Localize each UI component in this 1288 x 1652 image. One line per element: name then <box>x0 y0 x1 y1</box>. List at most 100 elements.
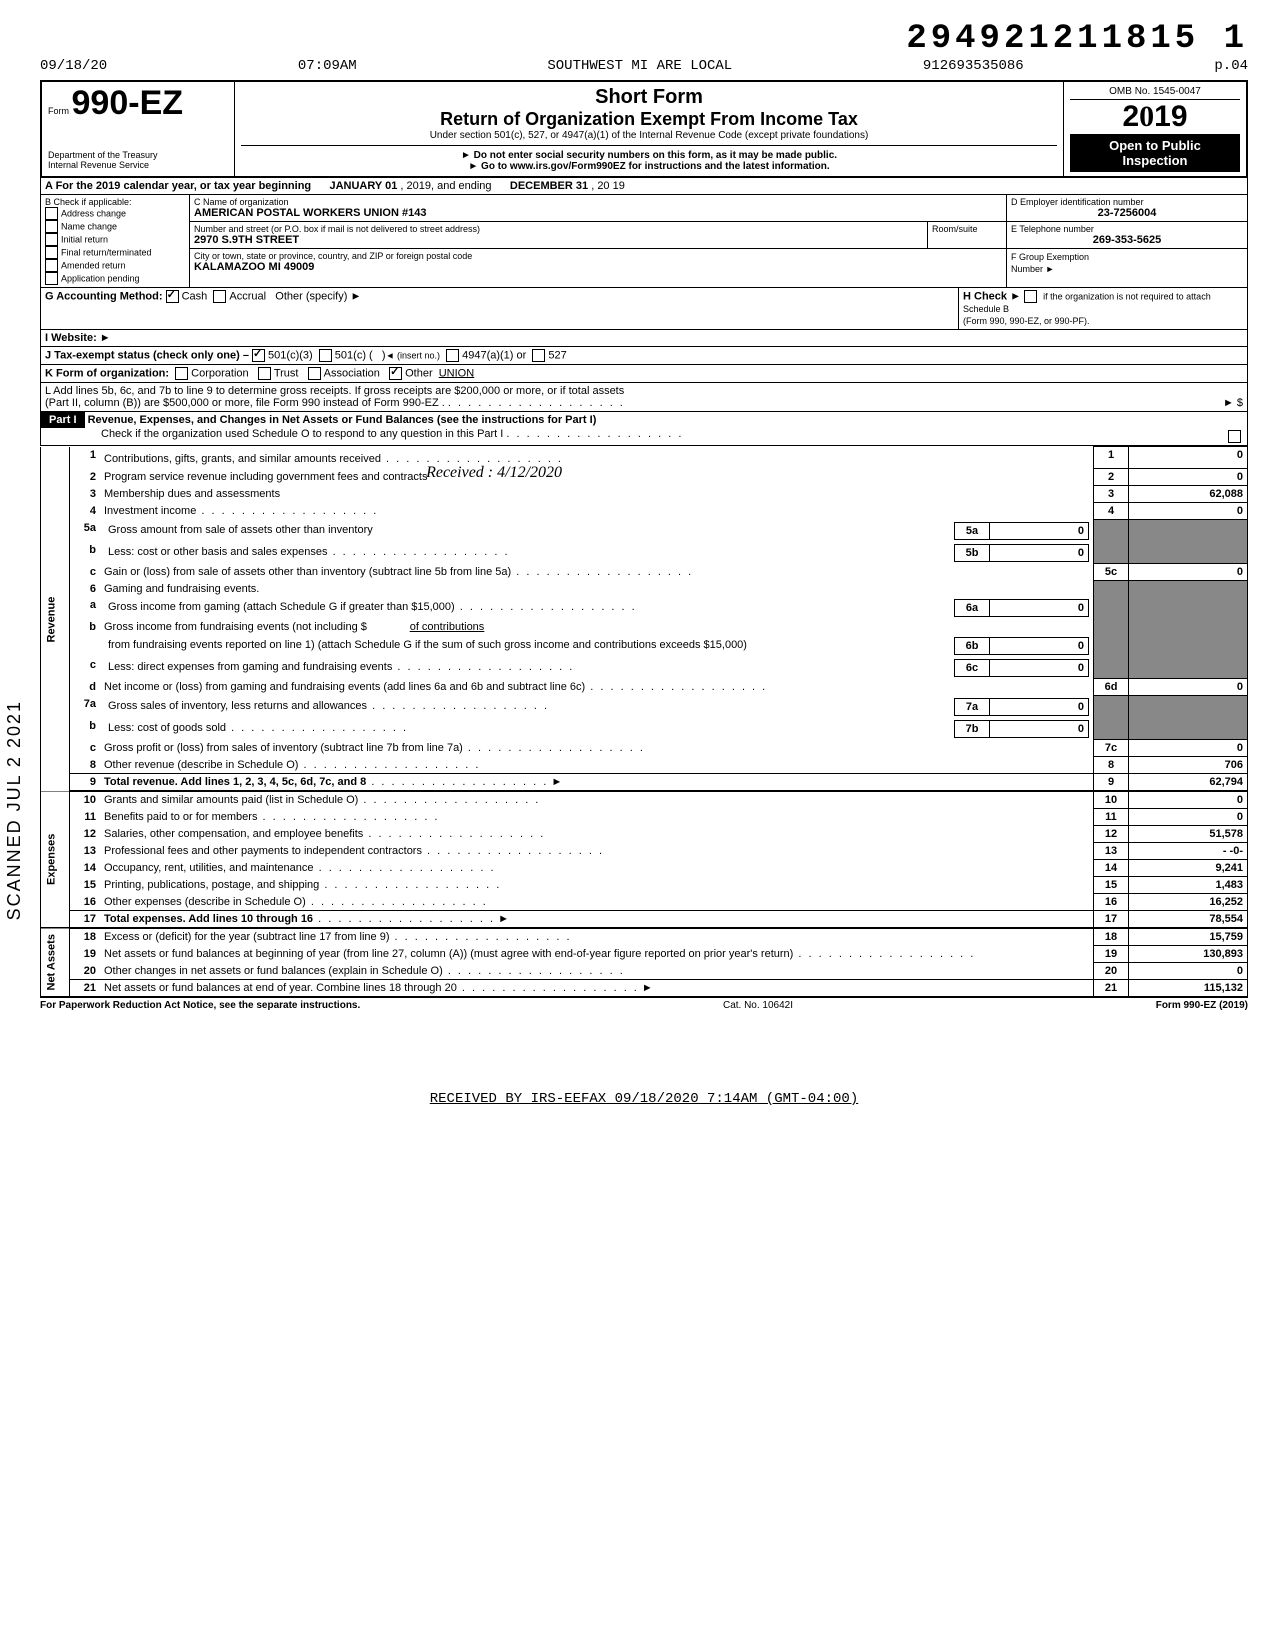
ln18-text: Excess or (deficit) for the year (subtra… <box>104 931 390 943</box>
title-short-form: Short Form <box>241 86 1057 109</box>
ln6c-ibox: 6c <box>955 659 990 676</box>
ln10-num: 10 <box>70 791 101 809</box>
ln6c-iamt: 0 <box>990 659 1089 676</box>
ln3-amt: 62,088 <box>1129 486 1248 503</box>
ln7b-text: Less: cost of goods sold <box>108 722 226 734</box>
ln21-amt: 115,132 <box>1129 980 1248 997</box>
ln17-num: 17 <box>70 911 101 929</box>
ln1-amt: 0 <box>1129 447 1248 469</box>
ln5a-iamt: 0 <box>990 522 1089 539</box>
ln19-amt: 130,893 <box>1129 946 1248 963</box>
ln5b-num: b <box>70 542 101 564</box>
ln7b-num: b <box>70 718 101 740</box>
ln18-amt: 15,759 <box>1129 928 1248 946</box>
ln6a-num: a <box>70 597 101 619</box>
footer-cat: Cat. No. 10642I <box>723 1000 793 1011</box>
ln5c-box: 5c <box>1094 564 1129 581</box>
ln7a-num: 7a <box>70 696 101 718</box>
j-501c: 501(c) ( <box>335 349 373 361</box>
ln5a-text: Gross amount from sale of assets other t… <box>108 524 373 536</box>
line-g-h: G Accounting Method: Cash Accrual Other … <box>40 288 1248 330</box>
ln20-box: 20 <box>1094 963 1129 980</box>
form-prefix: Form <box>48 106 69 116</box>
chk-4947[interactable] <box>446 349 459 362</box>
chk-final-return[interactable] <box>45 246 58 259</box>
g-label: G Accounting Method: <box>45 290 163 302</box>
ein-value: 23-7256004 <box>1011 207 1243 219</box>
ln5b-ibox: 5b <box>955 544 990 561</box>
f-label: F Group Exemption <box>1011 252 1089 262</box>
b-item-2: Initial return <box>61 234 108 244</box>
fax-time: 07:09AM <box>298 58 357 74</box>
ln6a-text: Gross income from gaming (attach Schedul… <box>108 601 455 613</box>
dept-label: Department of the Treasury <box>48 150 228 160</box>
g-cash: Cash <box>182 290 208 302</box>
phone-value: 269-353-5625 <box>1011 234 1243 246</box>
ssn-warning: ► Do not enter social security numbers o… <box>241 150 1057 161</box>
fax-from: SOUTHWEST MI ARE LOCAL <box>547 58 732 74</box>
chk-amended-return[interactable] <box>45 259 58 272</box>
form-code: 990-EZ <box>72 84 184 122</box>
ln19-text: Net assets or fund balances at beginning… <box>104 948 793 960</box>
ln1-text: Contributions, gifts, grants, and simila… <box>104 453 381 465</box>
chk-accrual[interactable] <box>213 290 226 303</box>
chk-initial-return[interactable] <box>45 233 58 246</box>
ln6-text: Gaming and fundraising events. <box>104 583 259 595</box>
ln14-num: 14 <box>70 860 101 877</box>
i-label: I Website: ► <box>45 332 111 344</box>
ln12-box: 12 <box>1094 826 1129 843</box>
chk-assoc[interactable] <box>308 367 321 380</box>
ln10-amt: 0 <box>1129 791 1248 809</box>
ln6b-iamt: 0 <box>990 637 1089 654</box>
ln21-text: Net assets or fund balances at end of ye… <box>104 982 457 994</box>
c-label: C Name of organization <box>194 197 1002 207</box>
chk-h[interactable] <box>1024 290 1037 303</box>
ln6d-box: 6d <box>1094 679 1129 696</box>
chk-501c3[interactable] <box>252 349 265 362</box>
open-public-2: Inspection <box>1072 153 1238 168</box>
line-l: L Add lines 5b, 6c, and 7b to line 9 to … <box>40 383 1248 412</box>
g-other: Other (specify) ► <box>275 290 361 302</box>
b-item-4: Amended return <box>61 260 126 270</box>
section-revenue: Revenue <box>41 447 70 792</box>
chk-cash[interactable] <box>166 290 179 303</box>
chk-trust[interactable] <box>258 367 271 380</box>
ln9-box: 9 <box>1094 774 1129 792</box>
h-label: H Check ► <box>963 290 1021 302</box>
l-arrow: ► $ <box>1223 397 1243 409</box>
j-insert: ◄ (insert no.) <box>386 350 440 360</box>
chk-corp[interactable] <box>175 367 188 380</box>
ln6b-num: b <box>70 619 101 635</box>
ln14-text: Occupancy, rent, utilities, and maintena… <box>104 862 314 874</box>
chk-address-change[interactable] <box>45 207 58 220</box>
fax-header: 09/18/20 07:09AM SOUTHWEST MI ARE LOCAL … <box>40 58 1248 74</box>
subtitle: Under section 501(c), 527, or 4947(a)(1)… <box>241 130 1057 141</box>
omb-number: OMB No. 1545-0047 <box>1070 86 1240 100</box>
b-item-0: Address change <box>61 208 126 218</box>
ln4-text: Investment income <box>104 505 196 517</box>
chk-501c[interactable] <box>319 349 332 362</box>
chk-other-org[interactable] <box>389 367 402 380</box>
line-a-label: A For the 2019 calendar year, or tax yea… <box>45 180 311 192</box>
chk-527[interactable] <box>532 349 545 362</box>
fax-page: p.04 <box>1214 58 1248 74</box>
org-street: 2970 S.9TH STREET <box>194 234 299 246</box>
chk-application-pending[interactable] <box>45 272 58 285</box>
ln6d-text: Net income or (loss) from gaming and fun… <box>104 681 585 693</box>
ln14-amt: 9,241 <box>1129 860 1248 877</box>
ln13-num: 13 <box>70 843 101 860</box>
addr-label: Number and street (or P.O. box if mail i… <box>194 224 923 234</box>
fax-footer: RECEIVED BY IRS-EEFAX 09/18/2020 7:14AM … <box>40 1091 1248 1107</box>
l-text1: L Add lines 5b, 6c, and 7b to line 9 to … <box>45 385 624 397</box>
form-footer: For Paperwork Reduction Act Notice, see … <box>40 997 1248 1011</box>
ln6b-ibox: 6b <box>955 637 990 654</box>
ln11-text: Benefits paid to or for members <box>104 811 257 823</box>
b-label: B Check if applicable: <box>45 197 185 207</box>
chk-part1-schedo[interactable] <box>1228 430 1241 443</box>
ln8-text: Other revenue (describe in Schedule O) <box>104 759 298 771</box>
ln7a-text: Gross sales of inventory, less returns a… <box>108 700 367 712</box>
j-527: 527 <box>548 349 566 361</box>
chk-name-change[interactable] <box>45 220 58 233</box>
b-item-1: Name change <box>61 221 117 231</box>
lines-table: Revenue 1 Contributions, gifts, grants, … <box>40 446 1248 997</box>
